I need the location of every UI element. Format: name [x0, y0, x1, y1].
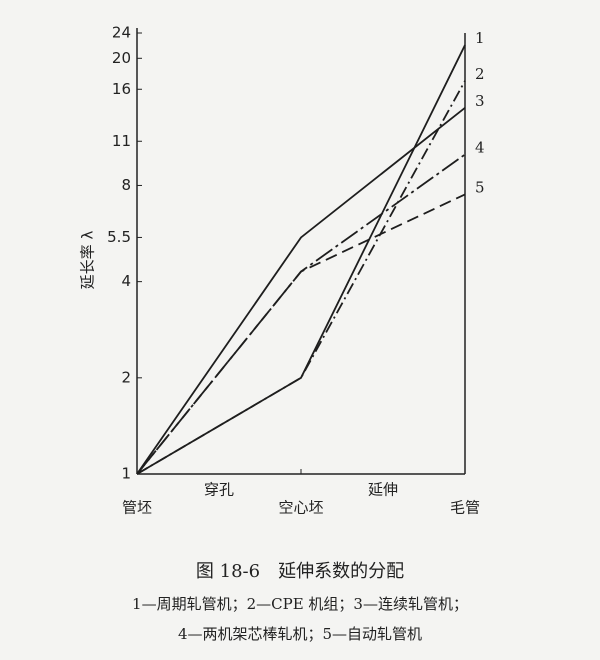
series-line — [136, 193, 466, 475]
caption: 图 18-6 延伸系数的分配 — [196, 561, 404, 582]
y-tick-label: 24 — [112, 24, 131, 42]
series-line — [136, 107, 466, 475]
y-tick-label: 1 — [121, 465, 131, 483]
series-label: 1 — [475, 29, 485, 47]
series-label: 5 — [475, 178, 485, 196]
series-line — [136, 44, 466, 475]
x-tick-label: 空心坯 — [278, 499, 323, 517]
series-label: 3 — [475, 92, 485, 110]
y-tick-label: 8 — [121, 176, 131, 194]
y-tick-label: 20 — [112, 49, 131, 67]
x-tick-label: 毛管 — [450, 499, 480, 517]
y-tick-label: 16 — [112, 80, 131, 98]
y-tick-label: 11 — [112, 132, 131, 150]
legend-line: 4—两机架芯棒轧机；5—自动轧管机 — [178, 625, 422, 643]
series-line — [136, 80, 466, 475]
series-label: 2 — [475, 65, 485, 83]
y-axis-label: 延长率 λ — [79, 231, 97, 290]
y-tick-label: 5.5 — [107, 228, 131, 246]
stage-label: 穿孔 — [204, 481, 234, 499]
legend-line: 1—周期轧管机；2—CPE 机组；3—连续轧管机； — [132, 595, 468, 613]
y-tick-label: 4 — [121, 272, 131, 290]
y-tick-label: 2 — [121, 368, 131, 386]
series-label: 4 — [475, 138, 485, 156]
series-line — [136, 153, 466, 475]
x-tick-label: 管坯 — [122, 499, 152, 517]
stage-label: 延伸 — [368, 481, 398, 499]
